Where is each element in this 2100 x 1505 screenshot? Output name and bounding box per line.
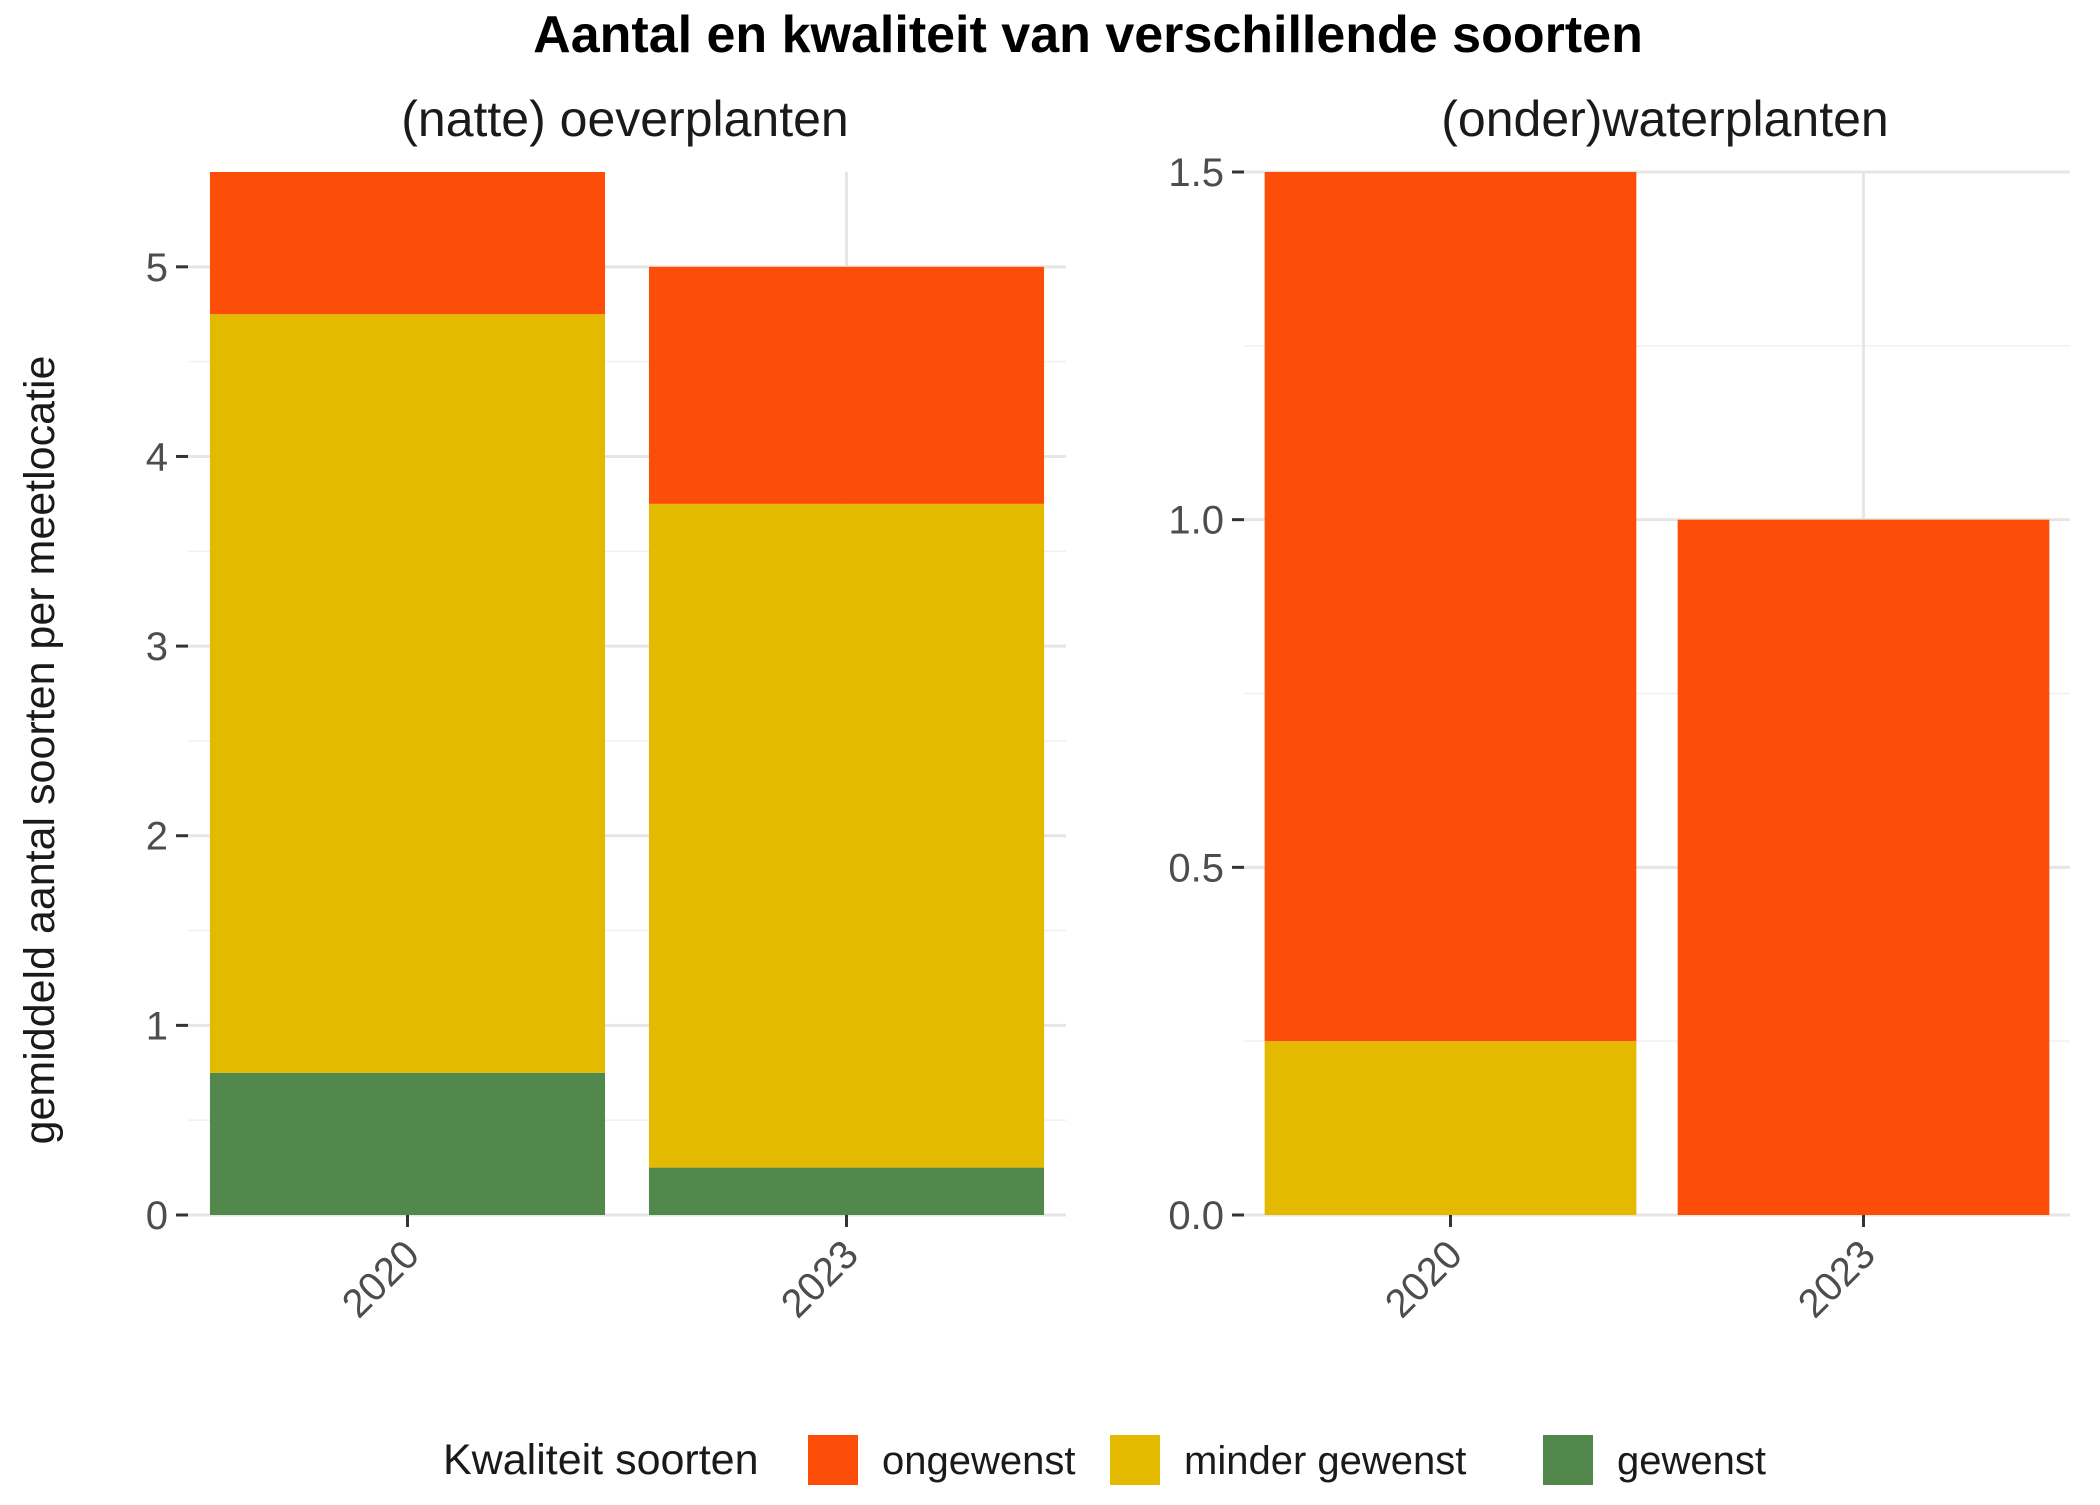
bar-2023-minder-gewenst (648, 503, 1045, 1168)
y-tick-label: 1.0 (1168, 499, 1224, 543)
y-tick-label: 0.0 (1168, 1194, 1224, 1238)
y-tick-label: 4 (146, 435, 168, 479)
bar-2023-gewenst (648, 1167, 1045, 1215)
bar-2020-ongewenst (209, 172, 606, 315)
y-tick-label: 5 (146, 246, 168, 290)
legend-title: Kwaliteit soorten (443, 1436, 759, 1484)
x-tick-label: 2020 (334, 1232, 428, 1326)
y-tick-label: 0 (146, 1194, 168, 1238)
y-tick-label: 1 (146, 1004, 168, 1048)
panel-1: 0 1 2 3 4 5 2020 2023 (natte) oeverplanten (146, 91, 1066, 1326)
bar-2023-ongewenst (648, 266, 1045, 504)
facet-title: (natte) oeverplanten (401, 91, 849, 147)
y-tick-label: 1.5 (1168, 151, 1224, 195)
legend-key-gewenst (1543, 1435, 1593, 1485)
y-tick-label: 3 (146, 625, 168, 669)
facet-title: (onder)waterplanten (1441, 91, 1889, 147)
bar-2020-ongewenst (1264, 172, 1637, 1042)
x-tick-label: 2023 (1790, 1232, 1884, 1326)
legend-label: ongewenst (882, 1439, 1075, 1483)
panels: 0 1 2 3 4 5 2020 2023 (natte) oeverplanten 0.0 0.5… (146, 91, 2070, 1326)
legend-key-minder-gewenst (1110, 1435, 1160, 1485)
y-axis-label: gemiddeld aantal soorten per meetlocatie (16, 356, 64, 1145)
bar-2020-gewenst (209, 1072, 606, 1215)
x-tick-label: 2023 (773, 1232, 867, 1326)
legend-label: gewenst (1617, 1439, 1766, 1483)
y-tick-label: 0.5 (1168, 846, 1224, 890)
x-tick-label: 2020 (1377, 1232, 1471, 1326)
bar-2020-minder-gewenst (209, 314, 606, 1073)
legend: Kwaliteit soorten ongewenst minder gewens… (443, 1435, 1766, 1485)
legend-label: minder gewenst (1184, 1439, 1466, 1483)
chart-title: Aantal en kwaliteit van verschillende so… (533, 6, 1643, 64)
panel-2: 0.0 0.5 1.0 1.5 2020 2023 (onder)waterplanten (1168, 91, 2070, 1326)
legend-key-ongewenst (808, 1435, 858, 1485)
bar-2020-minder-gewenst (1264, 1041, 1637, 1215)
bar-2023-ongewenst (1677, 519, 2050, 1215)
y-tick-label: 2 (146, 815, 168, 859)
